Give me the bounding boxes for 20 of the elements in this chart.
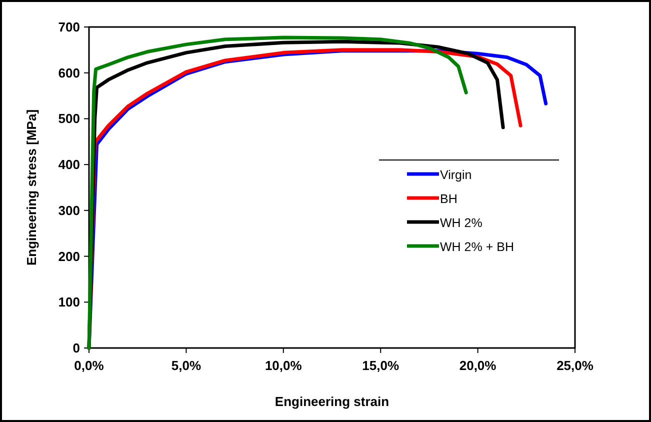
y-tick-label: 500 [58,111,80,126]
y-tick-label: 700 [58,20,80,34]
x-tick-label: 15,0% [362,358,400,373]
y-tick-label: 300 [58,202,80,218]
legend-label: Virgin [440,168,472,182]
y-tick-label: 200 [58,248,80,264]
x-tick-label: 10,0% [264,358,302,373]
y-axis-title: Engineering stress [MPa] [24,109,39,266]
x-tick-label: 0,0% [74,358,104,373]
legend-label: WH 2% + BH [440,240,514,254]
legend-label: BH [440,192,458,206]
x-axis-title: Engineering strain [274,394,390,409]
y-tick-label: 0 [72,340,80,356]
legend-label: WH 2% [440,216,482,230]
x-tick-label: 5,0% [171,358,202,373]
x-tick-label: 20,0% [459,358,497,373]
x-tick-label: 25,0% [556,358,594,373]
y-tick-label: 100 [58,294,80,310]
y-tick-label: 600 [58,65,80,80]
y-tick-label: 400 [58,157,80,172]
